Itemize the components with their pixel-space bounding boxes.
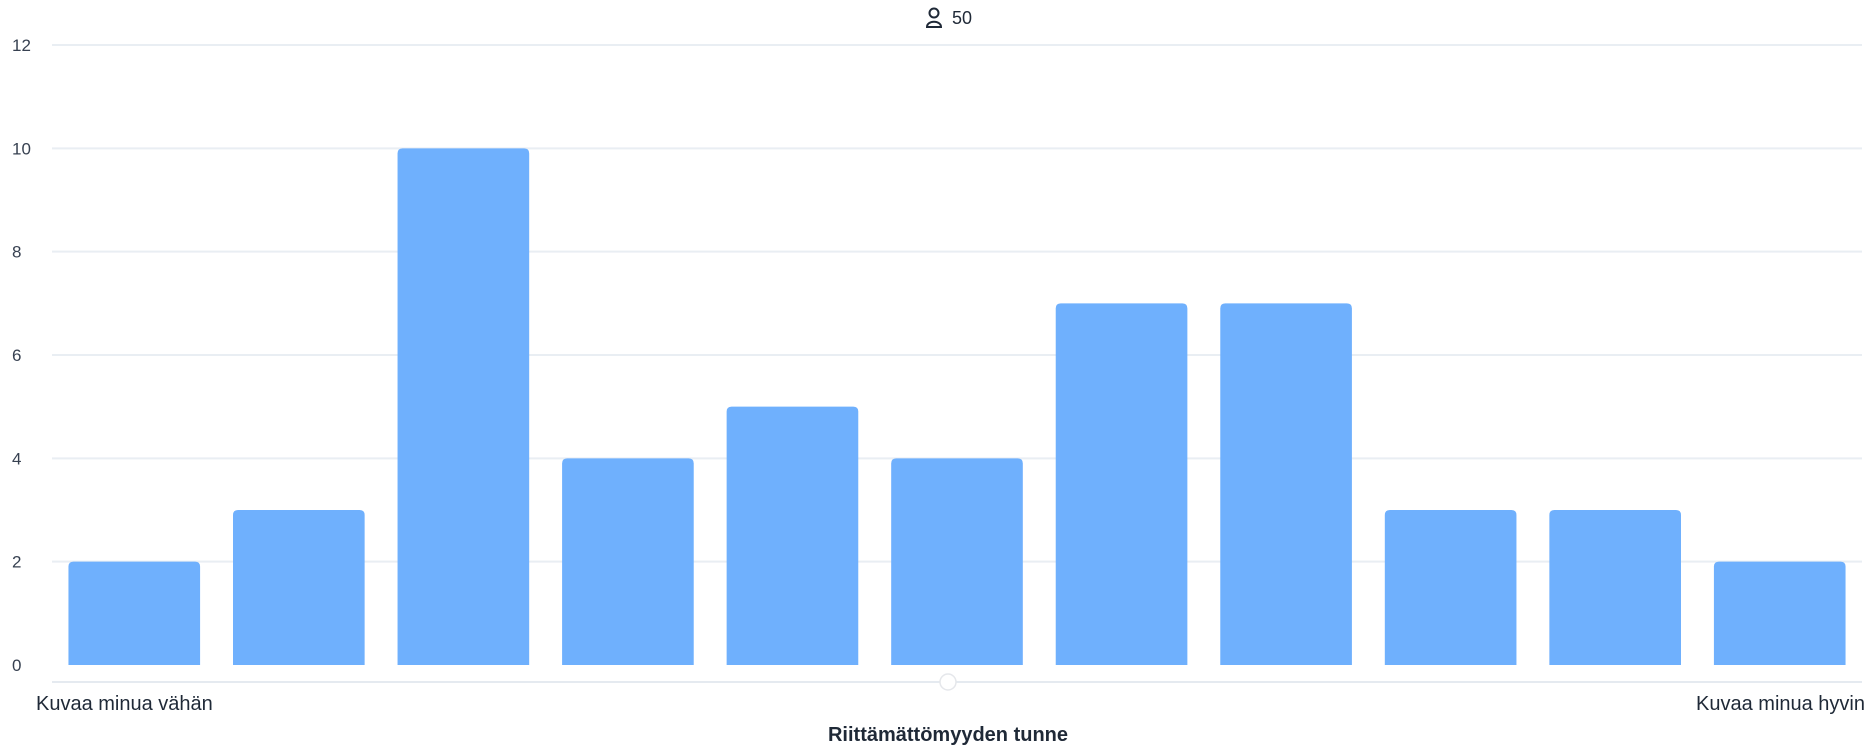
y-tick-label: 0 [12, 656, 21, 675]
bar-11[interactable] [1713, 561, 1846, 665]
bar-9[interactable] [1384, 510, 1517, 665]
y-tick-label: 12 [12, 36, 31, 55]
bar-10[interactable] [1549, 510, 1681, 665]
y-tick-label: 6 [12, 346, 21, 365]
x-axis-title: Riittämättömyyden tunne [828, 724, 1068, 746]
x-axis-min-label: Kuvaa minua vähän [36, 693, 213, 715]
bar-4[interactable] [562, 458, 694, 665]
bar-1[interactable] [68, 561, 201, 665]
bar-2[interactable] [233, 510, 365, 665]
bar-7[interactable] [1055, 303, 1188, 665]
bar-8[interactable] [1220, 303, 1352, 665]
slider-handle[interactable] [939, 673, 957, 691]
bar-5[interactable] [726, 406, 859, 665]
bar-6[interactable] [891, 458, 1023, 665]
y-tick-label: 4 [12, 449, 21, 468]
respondent-count-value: 50 [952, 8, 972, 28]
bar-3[interactable] [397, 148, 530, 666]
y-tick-label: 10 [12, 139, 31, 158]
y-tick-label: 8 [12, 243, 21, 262]
x-axis-max-label: Kuvaa minua hyvin [1696, 693, 1865, 715]
bars [68, 148, 1846, 666]
y-axis-ticks: 0 2 4 6 8 10 12 [12, 36, 31, 675]
y-tick-label: 2 [12, 553, 21, 572]
respondent-count: 50 [925, 7, 972, 28]
person-icon [925, 7, 943, 28]
